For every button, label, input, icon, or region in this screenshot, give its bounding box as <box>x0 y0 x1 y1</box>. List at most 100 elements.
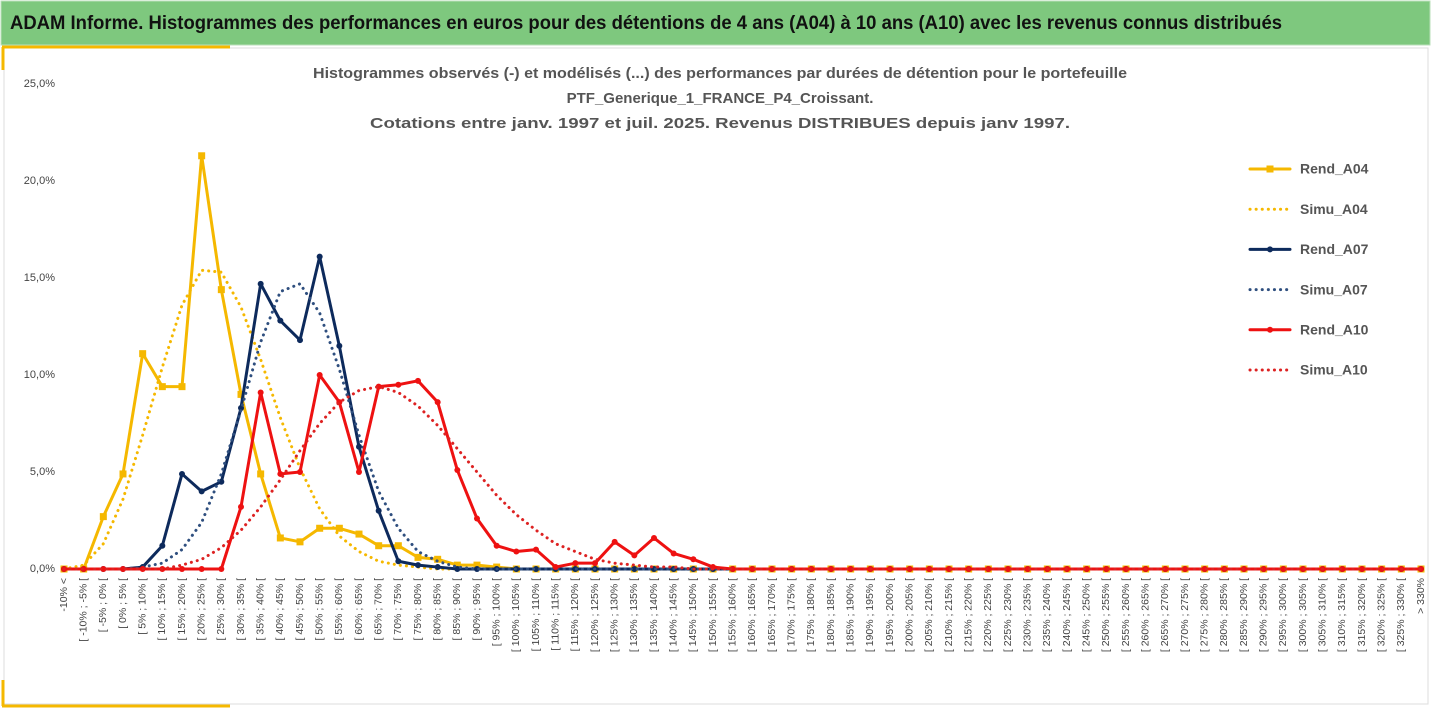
marker <box>296 538 304 546</box>
marker <box>1182 566 1188 572</box>
marker <box>906 566 913 572</box>
marker <box>217 286 225 294</box>
x-tick-label: [ -5% ; 0% [ <box>97 578 109 632</box>
marker <box>395 558 402 565</box>
marker <box>1103 566 1110 572</box>
chart-title: Cotations entre janv. 1997 et juil. 2025… <box>370 115 1070 132</box>
x-tick-label: [ 235% ; 240% [ <box>1041 578 1053 652</box>
x-tick-label: [ 265% ; 270% [ <box>1159 578 1171 652</box>
x-tick-label: [ 55% ; 60% [ <box>333 578 345 641</box>
marker <box>474 515 480 522</box>
x-tick-label: [ 300% ; 305% [ <box>1297 578 1309 652</box>
marker <box>434 399 441 406</box>
marker <box>434 564 441 571</box>
x-tick-label: [ 10% ; 15% [ <box>156 578 168 641</box>
marker <box>119 470 127 478</box>
marker <box>335 524 343 532</box>
y-tick-label: 10,0% <box>24 369 55 381</box>
marker <box>355 530 363 538</box>
marker <box>651 534 657 541</box>
marker <box>356 443 362 450</box>
x-tick-label: [ 65% ; 70% [ <box>372 578 384 641</box>
marker <box>611 538 618 545</box>
x-tick-label: [ 260% ; 265% [ <box>1139 578 1151 652</box>
x-tick-label: -10% < <box>58 578 70 612</box>
marker <box>1024 566 1031 572</box>
x-tick-label: [ 60% ; 65% [ <box>353 578 365 641</box>
header-title: ADAM Informe. Histogrammes des performan… <box>10 13 1282 34</box>
marker <box>749 566 756 572</box>
marker <box>316 524 324 532</box>
marker <box>414 553 422 561</box>
x-tick-label: [ 25% ; 30% [ <box>215 578 227 641</box>
marker <box>257 470 265 478</box>
legend-label: Simu_A04 <box>1300 201 1368 217</box>
x-tick-label: [ 200% ; 205% [ <box>903 578 915 652</box>
x-tick-label: [ 280% ; 285% [ <box>1218 578 1230 652</box>
x-tick-label: [ 110% ; 115% [ <box>549 578 561 651</box>
marker <box>218 566 225 572</box>
x-tick-label: [ 175% ; 180% [ <box>805 578 817 652</box>
legend-label: Rend_A10 <box>1300 322 1369 338</box>
marker <box>237 390 245 398</box>
marker <box>1359 566 1365 572</box>
x-tick-label: [ 230% ; 235% [ <box>1021 578 1033 652</box>
x-tick-label: [ 70% ; 75% [ <box>392 578 404 641</box>
marker <box>1378 566 1385 572</box>
x-tick-label: [ 225% ; 230% [ <box>1002 578 1014 652</box>
marker <box>690 556 697 563</box>
x-tick-label: [ 295% ; 300% [ <box>1277 578 1289 652</box>
marker <box>375 542 383 550</box>
marker <box>276 534 284 542</box>
x-tick-label: [ 290% ; 295% [ <box>1257 578 1269 652</box>
marker <box>1260 566 1267 572</box>
marker <box>198 152 206 160</box>
marker <box>120 566 126 572</box>
x-tick-label: [ 130% ; 135% [ <box>628 578 640 652</box>
marker <box>198 566 205 572</box>
x-tick-label: [ 45% ; 50% [ <box>294 578 306 641</box>
x-tick-label: [ 315% ; 320% [ <box>1356 578 1368 652</box>
x-tick-label: [ 285% ; 290% [ <box>1238 578 1250 652</box>
marker <box>1083 566 1090 572</box>
x-tick-label: [ 50% ; 55% [ <box>313 578 325 641</box>
x-tick-label: [ 205% ; 210% [ <box>923 578 935 652</box>
marker <box>297 337 303 344</box>
marker <box>631 552 638 559</box>
marker <box>375 507 382 514</box>
marker <box>316 372 323 378</box>
marker <box>100 566 107 572</box>
marker <box>453 561 461 569</box>
x-tick-label: [ 180% ; 185% [ <box>825 578 837 652</box>
legend-marker <box>1267 246 1273 253</box>
marker <box>179 470 185 477</box>
legend-marker <box>1266 165 1274 173</box>
x-tick-label: [ 5% ; 10% [ <box>136 578 148 635</box>
chart-frame <box>3 47 1429 705</box>
x-tick-label: [ 145% ; 150% [ <box>687 578 699 652</box>
x-tick-label: [ 195% ; 200% [ <box>884 578 896 652</box>
marker <box>611 566 618 572</box>
x-tick-label: [ 135% ; 140% [ <box>648 578 660 652</box>
marker <box>1339 566 1346 572</box>
legend-label: Rend_A04 <box>1300 161 1369 177</box>
marker <box>533 566 539 572</box>
x-tick-label: [ 150% ; 155% [ <box>707 578 719 652</box>
marker <box>572 560 579 567</box>
x-tick-label: [ 240% ; 245% [ <box>1061 578 1073 652</box>
marker <box>473 561 481 569</box>
header-bar <box>0 0 1431 46</box>
x-tick-label: [ 40% ; 45% [ <box>274 578 286 641</box>
x-tick-label: [ 0% ; 5% [ <box>117 578 129 629</box>
marker <box>847 566 854 572</box>
marker <box>592 560 598 567</box>
marker <box>1005 566 1011 572</box>
marker <box>1201 566 1208 572</box>
marker <box>179 566 185 572</box>
marker <box>454 566 461 572</box>
x-tick-label: [ 75% ; 80% [ <box>412 578 424 641</box>
x-tick-label: [ 35% ; 40% [ <box>254 578 266 641</box>
simulated-line <box>62 385 1423 571</box>
marker <box>533 546 539 553</box>
